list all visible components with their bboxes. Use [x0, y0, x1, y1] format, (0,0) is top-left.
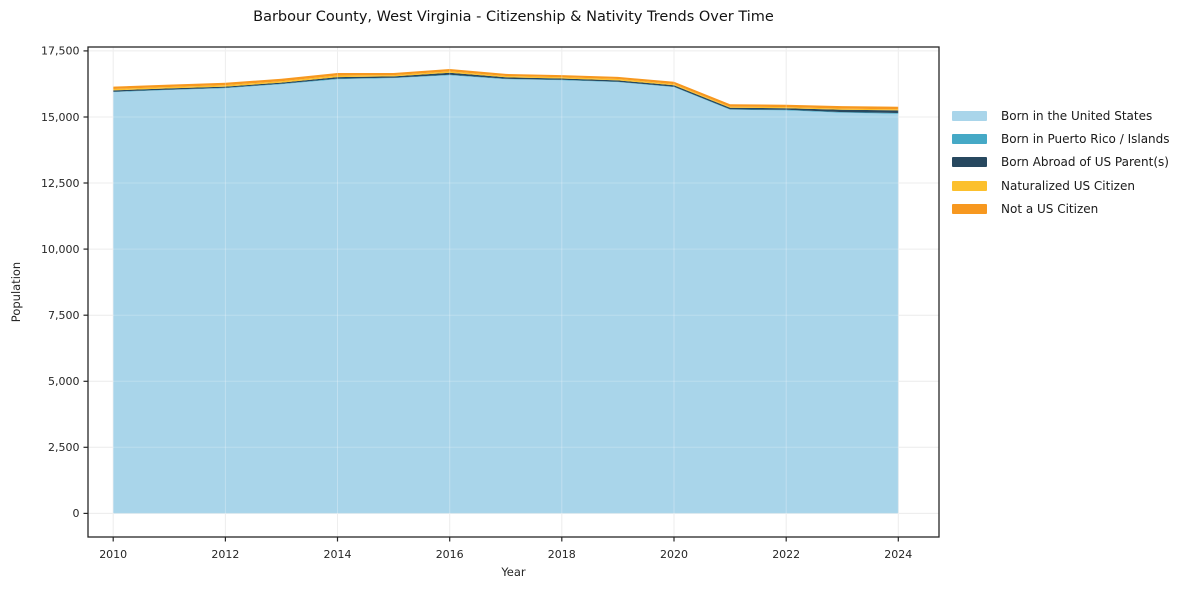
- legend-item-born-abroad-of-us-parent-s: Born Abroad of US Parent(s): [952, 151, 1170, 174]
- y-axis-label: Population: [9, 261, 23, 323]
- legend-swatch-icon: [952, 180, 987, 191]
- y-tick-label: 7,500: [48, 309, 80, 322]
- x-tick-label: 2010: [99, 548, 127, 561]
- x-tick-label: 2016: [436, 548, 464, 561]
- legend-label: Born in the United States: [1001, 108, 1153, 123]
- y-tick-label: 2,500: [48, 441, 80, 454]
- y-tick-label: 17,500: [41, 45, 80, 58]
- y-tick-label: 0: [73, 507, 80, 520]
- x-tick-label: 2022: [772, 548, 800, 561]
- legend-label: Not a US Citizen: [1001, 201, 1099, 216]
- area-born-in-the-united-states: [113, 75, 899, 514]
- legend-item-born-in-the-united-states: Born in the United States: [952, 104, 1170, 127]
- plot-border: [87, 46, 940, 538]
- legend-swatch-icon: [952, 110, 987, 121]
- y-tick-label: 15,000: [41, 111, 80, 124]
- chart-title: Barbour County, West Virginia - Citizens…: [253, 9, 774, 25]
- legend-label: Born in Puerto Rico / Islands: [1001, 131, 1170, 146]
- legend-item-not-a-us-citizen: Not a US Citizen: [952, 197, 1170, 220]
- y-tick-label: 12,500: [41, 177, 80, 190]
- legend-swatch-icon: [952, 157, 987, 168]
- legend-item-naturalized-us-citizen: Naturalized US Citizen: [952, 174, 1170, 197]
- legend-label: Naturalized US Citizen: [1001, 178, 1135, 193]
- y-tick-label: 10,000: [41, 243, 80, 256]
- legend-swatch-icon: [952, 133, 987, 144]
- legend-item-born-in-puerto-rico-islands: Born in Puerto Rico / Islands: [952, 127, 1170, 150]
- x-tick-label: 2014: [324, 548, 352, 561]
- x-tick-label: 2012: [211, 548, 239, 561]
- legend-swatch-icon: [952, 203, 987, 214]
- legend: Born in the United States Born in Puerto …: [952, 104, 1170, 220]
- x-tick-label: 2020: [660, 548, 688, 561]
- x-tick-label: 2024: [884, 548, 912, 561]
- y-tick-label: 5,000: [48, 375, 80, 388]
- x-axis-label: Year: [501, 565, 526, 579]
- x-tick-label: 2018: [548, 548, 576, 561]
- legend-label: Born Abroad of US Parent(s): [1001, 155, 1169, 170]
